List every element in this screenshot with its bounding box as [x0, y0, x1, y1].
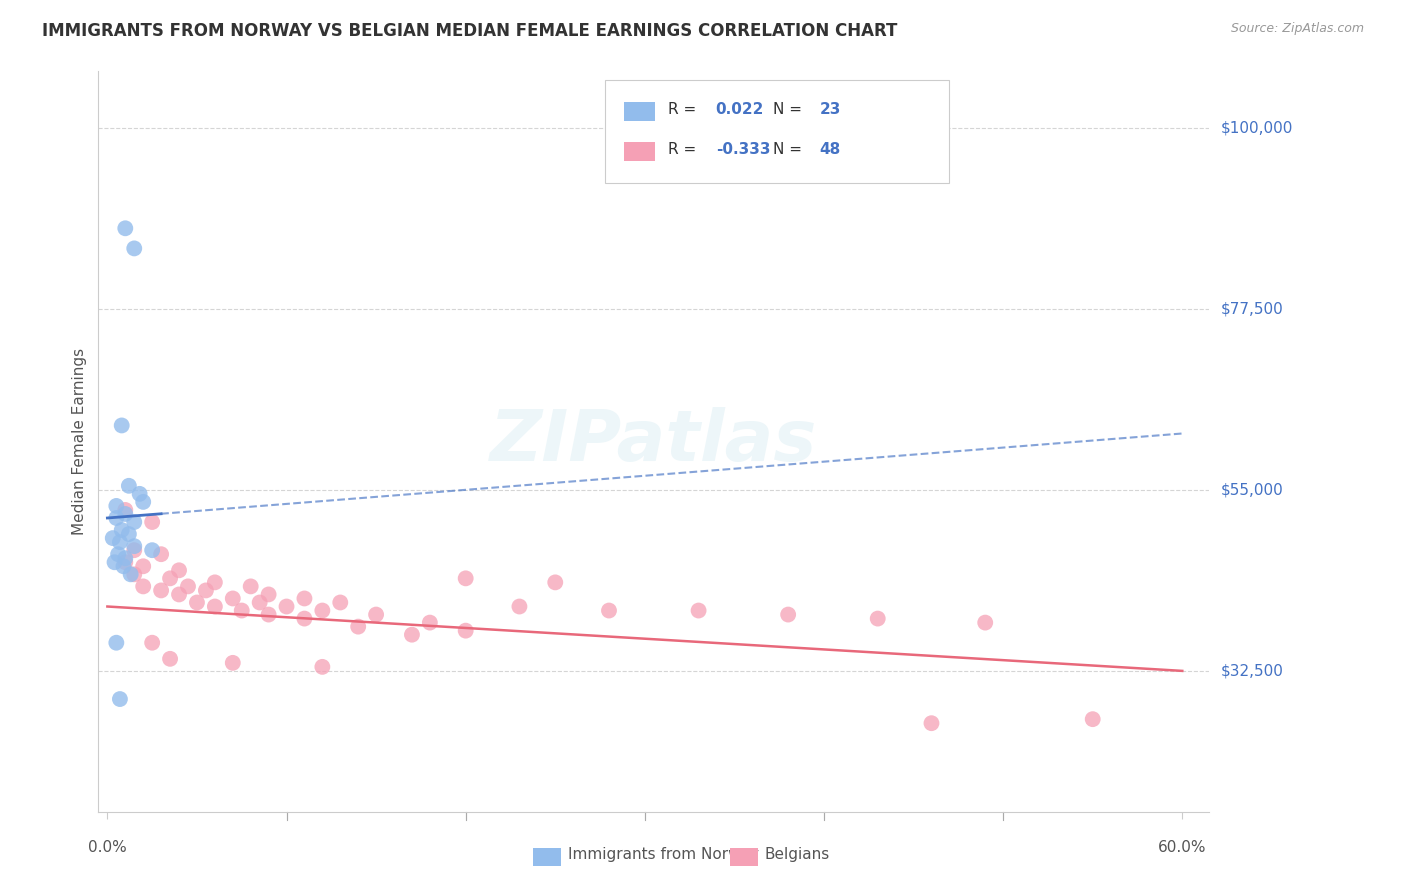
Text: -0.333: -0.333	[716, 143, 770, 157]
Point	[194, 583, 217, 598]
Text: Source: ZipAtlas.com: Source: ZipAtlas.com	[1230, 22, 1364, 36]
Point	[204, 575, 226, 590]
Text: 23: 23	[820, 103, 841, 117]
Point	[167, 563, 190, 577]
Text: $55,000: $55,000	[1220, 483, 1284, 498]
Point	[118, 479, 141, 493]
Text: 0.0%: 0.0%	[89, 840, 127, 855]
Point	[159, 571, 181, 585]
Text: IMMIGRANTS FROM NORWAY VS BELGIAN MEDIAN FEMALE EARNINGS CORRELATION CHART: IMMIGRANTS FROM NORWAY VS BELGIAN MEDIAN…	[42, 22, 897, 40]
Point	[141, 543, 163, 558]
Text: $100,000: $100,000	[1220, 120, 1292, 136]
Point	[108, 692, 131, 706]
Point	[778, 607, 800, 622]
Point	[122, 567, 145, 582]
Point	[186, 595, 208, 609]
Point	[132, 495, 155, 509]
Point	[1081, 712, 1104, 726]
Point	[105, 499, 128, 513]
Text: 60.0%: 60.0%	[1159, 840, 1206, 855]
Point	[419, 615, 441, 630]
Point	[347, 619, 370, 633]
Point	[128, 487, 150, 501]
Point	[111, 523, 134, 537]
Point	[114, 555, 136, 569]
Point	[598, 603, 620, 617]
Point	[107, 547, 129, 561]
Point	[105, 636, 128, 650]
Point	[112, 559, 135, 574]
Point	[105, 511, 128, 525]
Point	[920, 716, 942, 731]
Point	[974, 615, 997, 630]
Text: $77,500: $77,500	[1220, 301, 1284, 317]
Point	[132, 559, 155, 574]
Text: N =: N =	[773, 103, 807, 117]
Point	[132, 579, 155, 593]
Point	[222, 656, 245, 670]
Point	[294, 611, 316, 625]
Point	[329, 595, 352, 609]
Point	[114, 507, 136, 521]
Point	[120, 567, 142, 582]
Text: N =: N =	[773, 143, 807, 157]
Point	[866, 611, 889, 625]
Point	[101, 531, 124, 545]
Point	[122, 515, 145, 529]
Point	[222, 591, 245, 606]
Point	[508, 599, 530, 614]
Point	[204, 599, 226, 614]
Text: R =: R =	[668, 103, 702, 117]
Point	[249, 595, 271, 609]
Point	[239, 579, 262, 593]
Point	[454, 571, 477, 585]
Point	[688, 603, 710, 617]
Text: Belgians: Belgians	[765, 847, 830, 862]
Point	[231, 603, 253, 617]
Point	[122, 241, 145, 255]
Y-axis label: Median Female Earnings: Median Female Earnings	[72, 348, 87, 535]
Point	[364, 607, 387, 622]
Point	[311, 660, 333, 674]
Text: $32,500: $32,500	[1220, 664, 1284, 679]
Text: ZIPatlas: ZIPatlas	[491, 407, 817, 476]
Point	[108, 535, 131, 549]
Point	[159, 652, 181, 666]
Text: Immigrants from Norway: Immigrants from Norway	[568, 847, 759, 862]
Point	[544, 575, 567, 590]
Text: 0.022: 0.022	[716, 103, 763, 117]
Point	[150, 547, 173, 561]
Point	[294, 591, 316, 606]
Point	[177, 579, 200, 593]
Point	[122, 539, 145, 553]
Point	[114, 551, 136, 566]
Point	[401, 628, 423, 642]
Point	[118, 527, 141, 541]
Point	[141, 636, 163, 650]
Point	[114, 221, 136, 235]
Point	[111, 418, 134, 433]
Text: 48: 48	[820, 143, 841, 157]
Point	[454, 624, 477, 638]
Text: R =: R =	[668, 143, 702, 157]
Point	[141, 515, 163, 529]
Point	[150, 583, 173, 598]
Point	[311, 603, 333, 617]
Point	[257, 587, 280, 601]
Point	[167, 587, 190, 601]
Point	[122, 543, 145, 558]
Point	[103, 555, 125, 569]
Point	[257, 607, 280, 622]
Point	[114, 503, 136, 517]
Point	[276, 599, 298, 614]
